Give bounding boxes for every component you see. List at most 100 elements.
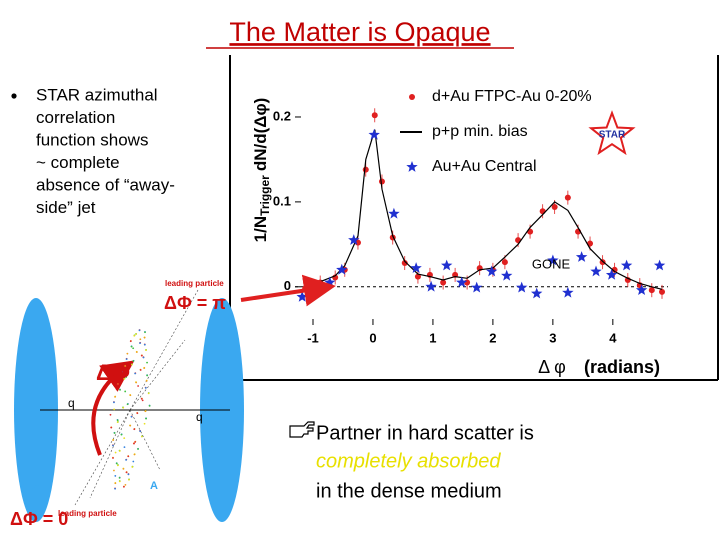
diagram-label: ΔΦ = 0	[10, 509, 68, 529]
y-tick-label: 0.2	[273, 108, 291, 123]
particle	[141, 399, 144, 402]
particle	[116, 464, 119, 467]
particle	[131, 466, 134, 468]
particle	[144, 387, 147, 389]
x-axis-label: (radians)	[584, 357, 660, 377]
y-axis-label: 1/NTrigger dN/d(Δφ)	[251, 98, 272, 243]
track	[74, 409, 131, 506]
y-tick-label: 0.1	[273, 193, 291, 208]
x-tick-label: 4	[609, 330, 617, 345]
data-point	[635, 284, 648, 295]
data-point	[547, 254, 559, 266]
data-point	[648, 287, 655, 294]
particle	[118, 480, 121, 483]
diagram-label: leading particle	[165, 279, 224, 288]
particle	[131, 363, 133, 366]
conclusion-line: in the dense medium	[316, 480, 502, 502]
particle	[138, 329, 141, 332]
particle	[114, 451, 117, 454]
particle	[132, 360, 135, 362]
particle	[125, 376, 128, 378]
track	[129, 289, 199, 411]
particle	[110, 426, 113, 429]
logo	[588, 110, 636, 156]
data-point	[410, 262, 422, 273]
bullet-line: side” jet	[36, 198, 96, 217]
diagram-label: ΔΦ	[96, 360, 130, 385]
particle	[133, 453, 136, 456]
particle	[125, 459, 127, 461]
particle	[133, 442, 135, 445]
hand-icon	[289, 421, 315, 438]
legend-label: p+p min. bias	[432, 123, 528, 140]
data-point	[551, 203, 558, 210]
y-axis-label-part: 1/N	[251, 216, 270, 242]
particle	[124, 365, 126, 368]
x-tick-label: 0	[369, 330, 376, 345]
particle	[145, 349, 147, 352]
particle	[118, 476, 121, 479]
particle	[148, 404, 151, 407]
particle	[114, 395, 116, 398]
particle	[144, 331, 146, 334]
particle	[113, 469, 115, 472]
particle	[137, 385, 140, 387]
particle	[145, 379, 148, 382]
particle	[114, 482, 117, 485]
diagram-label: A	[32, 480, 40, 492]
particle	[132, 347, 135, 350]
data-point	[368, 128, 380, 140]
particle	[112, 457, 114, 459]
data-point	[516, 281, 528, 293]
particle	[128, 478, 130, 481]
particle	[144, 410, 147, 413]
data-point	[605, 268, 618, 280]
bullet-line: correlation	[36, 108, 115, 127]
x-tick-label: 3	[549, 330, 556, 345]
particle	[129, 394, 132, 397]
particle	[134, 372, 137, 375]
data-point	[401, 260, 408, 267]
particle	[140, 397, 143, 400]
particle	[139, 369, 142, 371]
particle	[139, 430, 142, 433]
data-point	[336, 263, 348, 275]
particle	[113, 408, 116, 411]
diagram-label: leading particle	[58, 509, 117, 518]
diagram-label: q	[196, 410, 203, 424]
particle	[135, 351, 138, 353]
bullet-line: function shows	[36, 130, 148, 149]
data-line	[305, 129, 663, 290]
bullet-text: STAR azimuthal correlation function shows ~…	[36, 85, 175, 217]
dphi-arrow	[91, 360, 135, 456]
pointer-arrow	[240, 274, 336, 307]
particle	[125, 471, 128, 474]
particle	[137, 448, 139, 450]
particle	[120, 433, 123, 436]
particle	[143, 367, 146, 369]
particle	[147, 392, 150, 395]
particle-cloud	[109, 329, 151, 490]
data-point	[611, 266, 618, 273]
particle	[114, 487, 116, 490]
particle	[126, 403, 129, 406]
particle	[130, 345, 133, 348]
logo-text: STAR	[599, 130, 626, 141]
data-point	[425, 280, 437, 292]
y-axis-label-part: Trigger	[258, 175, 272, 216]
particle	[127, 455, 130, 458]
particle	[116, 383, 119, 386]
x-axis-label: Δ φ	[538, 357, 566, 377]
data-point	[620, 259, 633, 271]
particle	[118, 450, 121, 452]
particle	[122, 406, 125, 409]
data-point	[414, 273, 421, 280]
data-point	[531, 287, 543, 299]
particle	[119, 388, 121, 391]
particle	[146, 374, 149, 377]
particle	[133, 334, 136, 337]
track	[129, 409, 161, 471]
diagram-label: B	[222, 310, 230, 322]
data-point	[653, 259, 666, 271]
